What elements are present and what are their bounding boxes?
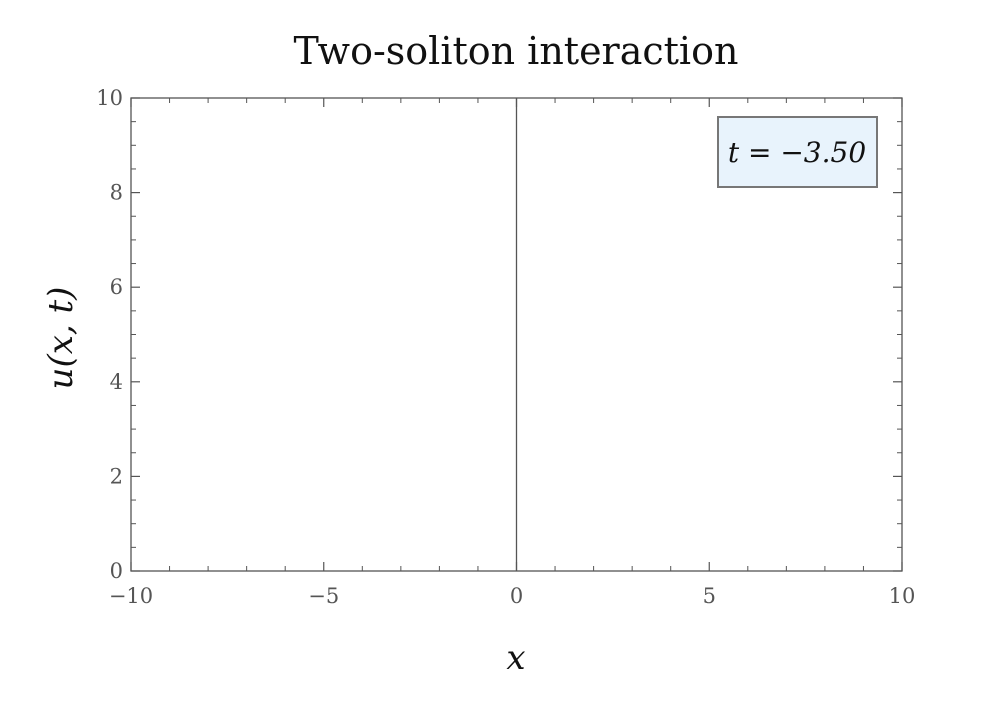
annotation-box (717, 116, 878, 188)
y-tick-label: 10 (96, 86, 123, 110)
y-axis-label: u(x, t) (41, 287, 81, 390)
y-tick-label: 0 (110, 559, 123, 583)
x-tick-label: 10 (889, 584, 916, 608)
axis-ticks (130, 97, 903, 572)
y-tick-label: 8 (110, 181, 123, 205)
y-tick-label: 4 (110, 370, 123, 394)
y-tick-label: 6 (110, 275, 123, 299)
chart-title: Two-soliton interaction (294, 29, 739, 73)
x-axis-label: x (506, 638, 525, 678)
y-tick-label: 2 (110, 464, 123, 488)
tick-labels: −10 −5 0 5 10 0 2 4 6 8 10 (96, 86, 915, 608)
x-tick-label: −10 (109, 584, 153, 608)
time-annotation: t = −3.50 (717, 116, 878, 188)
x-tick-label: 0 (510, 584, 523, 608)
annotation-text: t = −3.50 (728, 136, 866, 169)
x-tick-label: 5 (703, 584, 716, 608)
x-tick-label: −5 (308, 584, 339, 608)
